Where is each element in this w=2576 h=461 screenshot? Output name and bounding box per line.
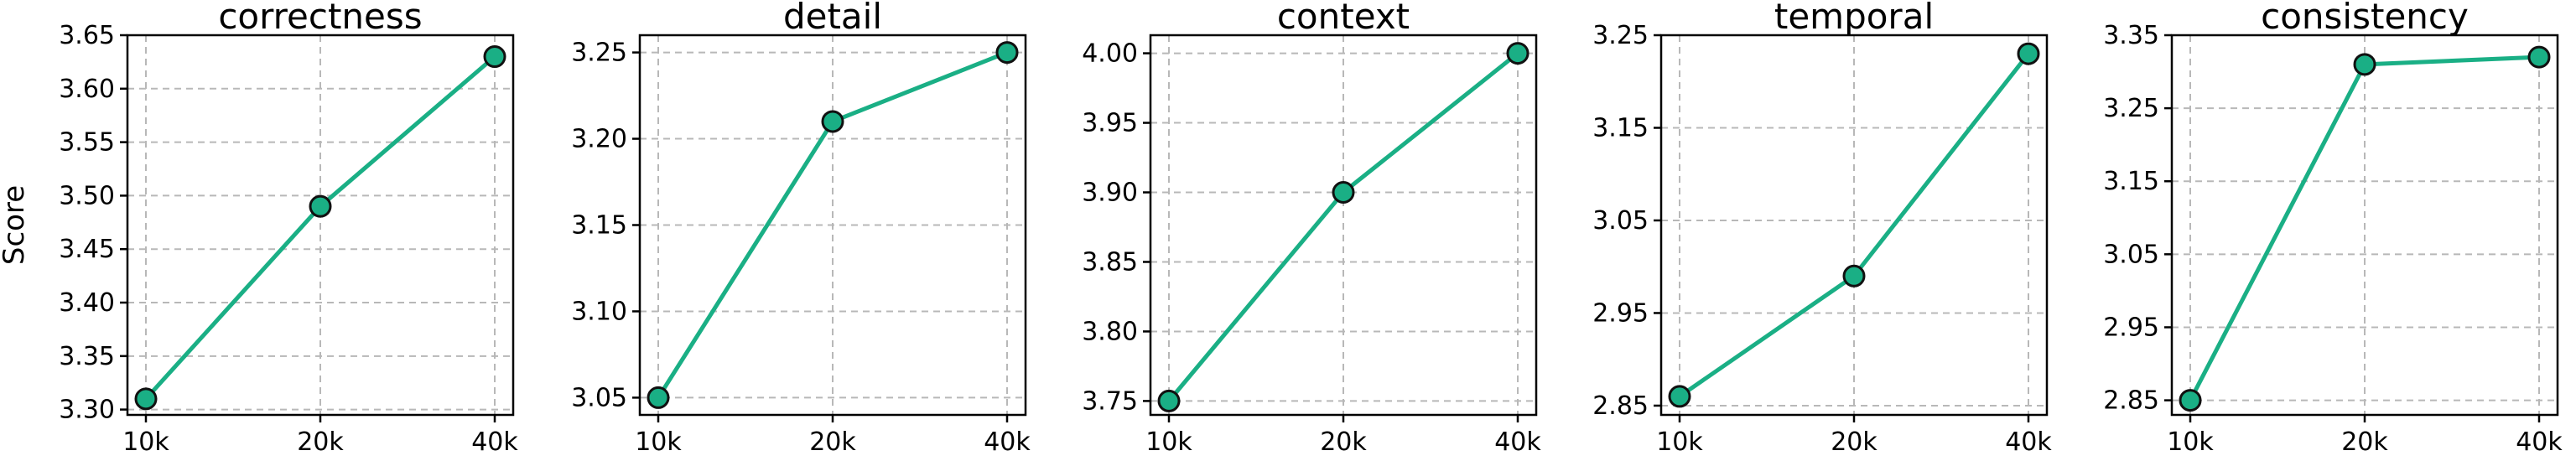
data-point	[821, 110, 844, 133]
data-point	[1506, 42, 1530, 65]
chart-panel-consistency: 2.85 2.95 3.05 3.15 3.25 3.35 10k 20k 40k consist…	[2103, 0, 2563, 457]
y-tick-label: 3.05	[1592, 206, 1649, 236]
x-tick-label: 10k	[1656, 427, 1703, 457]
chart-panel-temporal: 2.85 2.95 3.05 3.15 3.25 10k 20k 40k temporal	[1592, 0, 2052, 457]
y-tick-label: 3.40	[59, 288, 115, 318]
chart-title: correctness	[218, 0, 422, 37]
y-axis-label: Score	[0, 185, 31, 265]
x-tick-label: 20k	[809, 427, 856, 457]
y-tick-label: 3.75	[1082, 386, 1138, 416]
y-tick-label: 3.35	[59, 342, 115, 371]
x-tick-label: 10k	[635, 427, 682, 457]
x-tick-label: 20k	[1320, 427, 1367, 457]
y-tick-label: 2.85	[1592, 391, 1649, 421]
y-tick-label: 3.30	[59, 396, 115, 425]
data-point	[1332, 181, 1355, 205]
data-point	[2527, 45, 2551, 69]
x-tick-label: 40k	[2005, 427, 2052, 457]
data-point	[483, 45, 506, 69]
x-tick-label: 10k	[2167, 427, 2214, 457]
y-tick-label: 3.05	[571, 383, 627, 412]
y-tick-label: 2.95	[1592, 298, 1649, 328]
y-tick-label: 3.80	[1082, 317, 1138, 346]
y-tick-label: 3.60	[59, 75, 115, 104]
axis-frame	[638, 34, 1027, 417]
data-point	[995, 41, 1019, 65]
y-tick-label: 2.85	[2103, 386, 2159, 416]
x-tick-label: 40k	[471, 427, 518, 457]
x-tick-label: 10k	[122, 427, 169, 457]
chart-panel-detail: 3.05 3.10 3.15 3.20 3.25 10k 20k 40k detail	[571, 0, 1031, 457]
y-tick-label: 3.65	[59, 21, 115, 50]
y-tick-label: 2.95	[2103, 313, 2159, 342]
data-point	[2017, 42, 2040, 65]
y-tick-label: 4.00	[1082, 39, 1138, 69]
axis-frame	[1149, 34, 1538, 417]
y-tick-label: 3.05	[2103, 240, 2159, 269]
data-point	[1668, 385, 1691, 408]
y-tick-label: 3.35	[2103, 21, 2159, 50]
x-tick-label: 20k	[297, 427, 344, 457]
chart-title: detail	[783, 0, 882, 37]
data-point	[2353, 53, 2376, 76]
x-tick-label: 10k	[1145, 427, 1192, 457]
chart-panel-correctness: 3.30 3.35 3.40 3.45 3.50 3.55 3.60 3.65 10k 20k 40…	[0, 0, 518, 457]
axis-frame	[2170, 34, 2559, 417]
y-tick-label: 3.15	[2103, 167, 2159, 196]
data-point	[134, 387, 158, 411]
axis-frame	[126, 34, 515, 417]
x-tick-label: 40k	[1494, 427, 1541, 457]
chart-title: context	[1277, 0, 1410, 37]
y-tick-label: 3.15	[571, 211, 627, 241]
data-point	[647, 386, 670, 409]
chart-panel-context: 3.75 3.80 3.85 3.90 3.95 4.00 10k 20k 40k context	[1082, 0, 1541, 457]
axis-frame	[1659, 34, 2049, 417]
y-tick-label: 3.85	[1082, 247, 1138, 277]
x-tick-label: 20k	[2341, 427, 2388, 457]
data-point	[1157, 389, 1181, 412]
chart-title: temporal	[1774, 0, 1934, 37]
x-tick-label: 40k	[2516, 427, 2563, 457]
x-tick-label: 40k	[984, 427, 1031, 457]
y-tick-label: 3.15	[1592, 113, 1649, 142]
data-point	[1842, 264, 1866, 287]
chart-title: consistency	[2261, 0, 2469, 37]
y-tick-label: 3.20	[571, 125, 627, 154]
y-tick-label: 3.50	[59, 181, 115, 210]
y-tick-label: 3.25	[1592, 21, 1649, 50]
y-tick-label: 3.90	[1082, 179, 1138, 208]
x-tick-label: 20k	[1831, 427, 1877, 457]
y-tick-label: 3.95	[1082, 109, 1138, 138]
y-tick-label: 3.10	[571, 297, 627, 326]
y-tick-label: 3.45	[59, 235, 115, 264]
data-point	[309, 194, 332, 218]
y-tick-label: 3.55	[59, 128, 115, 158]
data-point	[2179, 389, 2202, 412]
y-tick-label: 3.25	[2103, 94, 2159, 123]
y-tick-label: 3.25	[571, 39, 627, 68]
